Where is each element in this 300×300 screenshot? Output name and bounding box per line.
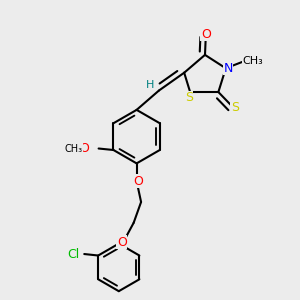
Text: Cl: Cl [68, 248, 80, 260]
Text: O: O [80, 142, 90, 155]
Text: S: S [184, 92, 193, 104]
Text: O: O [133, 175, 143, 188]
Text: O: O [117, 236, 127, 249]
Text: N: N [224, 62, 233, 75]
Text: CH₃: CH₃ [242, 56, 263, 66]
Text: S: S [231, 101, 239, 114]
Text: O: O [201, 28, 211, 40]
Text: CH₃: CH₃ [65, 143, 83, 154]
Text: H: H [146, 80, 154, 90]
